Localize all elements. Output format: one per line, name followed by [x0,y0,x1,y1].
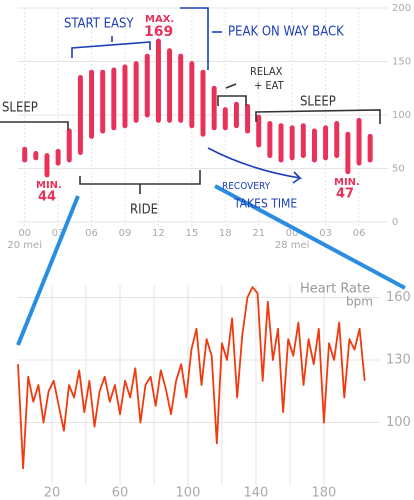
annotation: RECOVERY [222,181,271,192]
range-bar [311,128,317,163]
x-tick-label: 06 [85,228,98,239]
annotation: TAKES TIME [233,197,297,211]
range-bar [155,38,161,123]
annotation: PEAK ON WAY BACK [228,25,344,40]
range-bar [256,114,262,148]
zoom-connector [16,195,80,346]
x-tick-label: 100 [176,486,201,500]
annotation: RIDE [130,203,158,218]
x-tick-label: 12 [152,228,165,239]
date-label: 20 mei [7,240,42,251]
range-bar [89,69,95,139]
range-bar [334,121,340,159]
annotation: MAX. [145,14,174,25]
zoom-connector [214,184,406,290]
range-bar [211,85,217,131]
y-tick-label: 0 [392,217,398,228]
x-tick-label: 09 [119,228,132,239]
y-tick-label: 200 [392,3,411,14]
bracket [71,41,151,58]
x-tick-label: 06 [353,228,366,239]
bottom-chart: 100 130 160 20 60 100 140 180 [17,285,411,500]
range-bar [167,48,173,123]
annotations: START EASY MAX. 169 PEAK ON WAY BACK REL… [2,14,360,218]
y-tick-label: 100 [392,110,411,121]
date-label: 28 mei [275,240,310,251]
annotation: START EASY [64,17,134,32]
range-bar [222,107,228,131]
line-series [17,286,366,470]
range-bar [367,133,373,163]
range-bar [33,151,39,161]
x-tick-label: 03 [319,228,332,239]
range-bar [189,61,195,129]
range-bar [345,131,351,175]
annotation: 47 [336,187,354,202]
bracket [0,121,69,130]
range-bar [144,53,150,118]
y-tick-label: 160 [386,290,411,305]
annotation: SLEEP [2,101,38,116]
y-axis-label: bpm [346,295,373,309]
range-bar [44,153,50,178]
x-tick-label: 60 [112,486,129,500]
range-bar [200,69,206,137]
range-bar [77,75,83,155]
range-bar [323,125,329,161]
x-tick-label: 18 [219,228,232,239]
range-bar [178,53,184,123]
range-bar [122,64,128,129]
x-tick-label: 20 [44,486,61,500]
x-tick-label: 21 [252,228,265,239]
range-bar [66,128,72,163]
bracket [225,83,237,89]
annotation: 44 [38,190,56,205]
y-tick-label: 50 [392,164,405,175]
x-tick-label: 03 [52,228,65,239]
annotation: 169 [144,24,173,40]
x-tick-label: 180 [312,486,337,500]
x-tick-label: 00 [286,228,299,239]
annotation: MIN. [36,180,62,191]
range-bar [55,148,61,166]
range-bar [267,121,273,159]
annotation: + EAT [254,79,285,92]
x-tick-label: 15 [185,228,198,239]
range-bar [133,61,139,123]
y-tick-label: 130 [386,353,411,368]
y-tick-label: 100 [386,415,411,430]
range-bar [278,123,284,163]
bracket [79,170,201,185]
range-bar [100,69,106,134]
y-tick-label: 150 [392,57,411,68]
chart-title: Heart Rate [300,282,370,297]
range-bar [233,101,239,129]
bracket [217,95,247,106]
top-chart: 0 50 100 150 200 00 03 06 09 12 15 18 21 00 03 06 20 mei… [7,3,411,251]
annotation: RELAX [250,65,283,78]
range-bar [22,146,28,163]
range-bar [111,67,117,131]
bracket [180,7,209,70]
bracket [255,109,381,124]
range-bar [289,125,295,161]
annotation: SLEEP [300,95,336,110]
arrow [207,147,303,184]
x-tick-label: 140 [244,486,269,500]
range-bar [356,117,362,166]
x-tick-label: 00 [18,228,31,239]
range-bar [245,103,251,134]
annotation: MIN. [334,177,360,188]
range-bar [300,123,306,159]
